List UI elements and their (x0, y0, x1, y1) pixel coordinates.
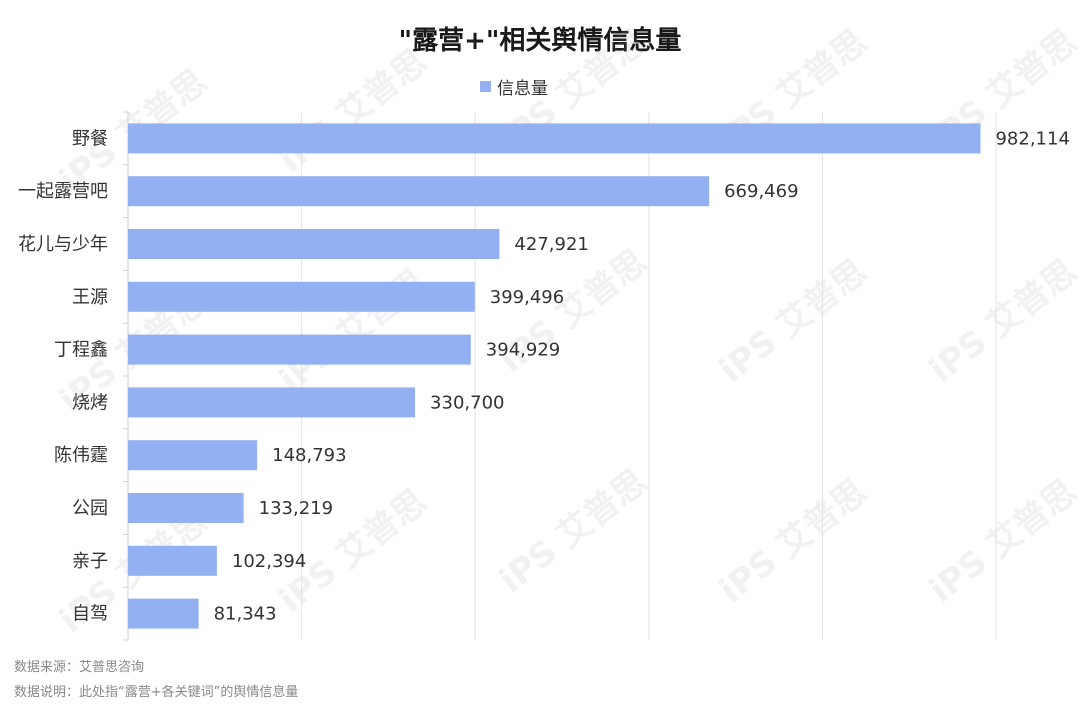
bar (128, 123, 981, 154)
category-label: 野餐 (72, 128, 108, 149)
watermark-text: iPS 艾普思 (712, 472, 874, 611)
category-label: 一起露营吧 (18, 181, 108, 202)
legend-swatch (480, 81, 491, 92)
source-note: 数据来源：艾普思咨询 (14, 660, 145, 675)
value-label: 394,929 (486, 340, 560, 361)
bar (128, 229, 500, 259)
bar (128, 176, 710, 207)
data-note: 数据说明：此处指“露营+各关键词”的舆情信息量 (14, 685, 299, 700)
watermark-text: iPS 艾普思 (712, 252, 874, 391)
category-label: 王源 (72, 287, 108, 308)
value-label: 330,700 (430, 392, 504, 413)
value-label: 102,394 (232, 551, 306, 572)
bar (128, 281, 475, 312)
chart-title: "露营+"相关舆情信息量 (398, 26, 682, 56)
category-label: 公园 (72, 498, 108, 519)
category-label: 花儿与少年 (18, 234, 108, 255)
category-label: 丁程鑫 (54, 340, 108, 361)
watermark-text: iPS 艾普思 (492, 462, 654, 601)
legend-label: 信息量 (497, 79, 548, 99)
category-label: 自驾 (72, 604, 108, 625)
watermark-text: iPS 艾普思 (922, 252, 1080, 391)
value-label: 148,793 (272, 445, 346, 466)
watermark-text: iPS 艾普思 (922, 472, 1080, 611)
bar (128, 545, 217, 576)
value-label: 133,219 (259, 498, 333, 519)
category-label: 烧烤 (72, 392, 108, 413)
bar (128, 440, 258, 471)
category-label: 陈伟霆 (54, 445, 108, 466)
value-label: 427,921 (514, 234, 588, 255)
value-label: 982,114 (995, 128, 1069, 149)
watermark-text: iPS 艾普思 (272, 42, 434, 181)
value-label: 399,496 (490, 287, 564, 308)
legend: 信息量 (480, 74, 548, 99)
category-label: 亲子 (72, 551, 108, 572)
bar (128, 493, 244, 523)
value-label: 81,343 (214, 604, 277, 625)
bar (128, 598, 199, 629)
bar (128, 387, 416, 418)
bar (128, 334, 471, 365)
value-label: 669,469 (724, 181, 798, 202)
